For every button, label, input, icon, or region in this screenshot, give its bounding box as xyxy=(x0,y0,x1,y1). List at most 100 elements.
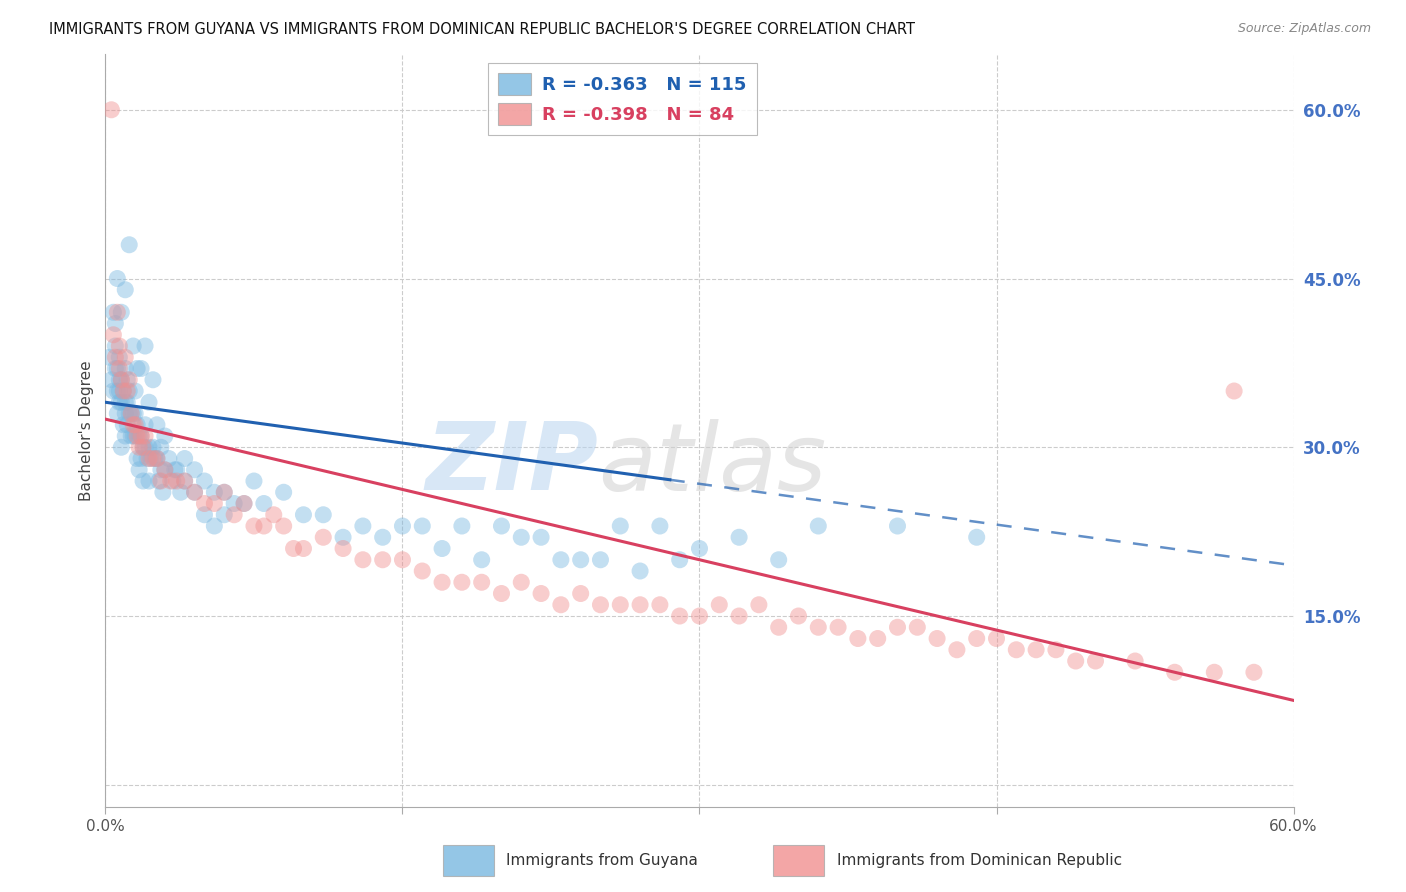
Point xyxy=(491,586,513,600)
Point xyxy=(103,327,125,342)
Point xyxy=(127,361,149,376)
Point xyxy=(668,609,690,624)
Point xyxy=(110,395,132,409)
Point xyxy=(122,429,145,443)
Point xyxy=(263,508,285,522)
Point xyxy=(173,451,195,466)
Point xyxy=(129,451,152,466)
Point xyxy=(114,407,136,421)
Point xyxy=(510,575,533,590)
Point xyxy=(628,564,651,578)
Point xyxy=(243,474,266,488)
Point xyxy=(273,519,295,533)
Point xyxy=(1204,665,1226,680)
Point xyxy=(569,586,592,600)
Point xyxy=(105,361,128,376)
Point xyxy=(138,440,160,454)
Text: Immigrants from Dominican Republic: Immigrants from Dominican Republic xyxy=(837,854,1122,868)
Point xyxy=(115,373,138,387)
Point xyxy=(163,463,186,477)
Point xyxy=(129,429,152,443)
Point xyxy=(104,361,127,376)
Point xyxy=(491,519,513,533)
Point xyxy=(132,440,155,454)
Point xyxy=(1123,654,1146,668)
Point xyxy=(105,271,128,285)
Point xyxy=(530,586,553,600)
Point xyxy=(214,485,236,500)
Point xyxy=(104,339,127,353)
Legend: R = -0.363   N = 115, R = -0.398   N = 84: R = -0.363 N = 115, R = -0.398 N = 84 xyxy=(488,62,756,136)
Point xyxy=(118,237,141,252)
Point xyxy=(166,474,188,488)
Point xyxy=(129,361,152,376)
Point xyxy=(807,620,830,634)
Point xyxy=(925,632,948,646)
Point xyxy=(104,351,127,365)
Bar xyxy=(443,846,494,876)
Text: ZIP: ZIP xyxy=(426,418,599,510)
Point xyxy=(986,632,1008,646)
Point xyxy=(430,541,453,556)
Point xyxy=(129,429,152,443)
Point xyxy=(159,474,181,488)
Point xyxy=(115,395,138,409)
Point xyxy=(728,609,751,624)
Point xyxy=(183,485,205,500)
Point xyxy=(112,417,135,432)
Point xyxy=(352,553,374,567)
Point xyxy=(149,474,172,488)
Point xyxy=(112,384,135,398)
Point xyxy=(411,519,433,533)
Point xyxy=(253,496,276,510)
Point xyxy=(148,474,170,488)
Point xyxy=(127,451,149,466)
Point xyxy=(142,440,165,454)
Point xyxy=(471,575,494,590)
Point xyxy=(110,440,132,454)
Point xyxy=(224,508,246,522)
Point xyxy=(214,508,236,522)
Point xyxy=(1045,642,1067,657)
Point xyxy=(886,519,908,533)
Point xyxy=(104,317,127,331)
Point xyxy=(118,373,141,387)
Point xyxy=(173,474,195,488)
Point xyxy=(1243,665,1265,680)
Point xyxy=(1025,642,1047,657)
Point xyxy=(105,305,128,319)
Point xyxy=(827,620,849,634)
Point xyxy=(1164,665,1187,680)
Point xyxy=(132,440,155,454)
Point xyxy=(122,417,145,432)
Point xyxy=(628,598,651,612)
Point xyxy=(1005,642,1028,657)
Point xyxy=(668,553,690,567)
Point xyxy=(530,530,553,544)
Point xyxy=(292,541,315,556)
Point xyxy=(450,575,472,590)
Point xyxy=(142,373,165,387)
Point xyxy=(134,417,156,432)
Point xyxy=(807,519,830,533)
Point xyxy=(689,541,711,556)
Point xyxy=(411,564,433,578)
Point xyxy=(202,485,225,500)
Point xyxy=(122,339,145,353)
Point xyxy=(589,553,612,567)
Bar xyxy=(773,846,824,876)
Point xyxy=(132,474,155,488)
Point xyxy=(243,519,266,533)
Point xyxy=(233,496,256,510)
Point xyxy=(134,440,156,454)
Point xyxy=(183,485,205,500)
Point xyxy=(202,519,225,533)
Point xyxy=(134,429,156,443)
Point xyxy=(153,463,176,477)
Point xyxy=(312,508,335,522)
Point xyxy=(450,519,472,533)
Point xyxy=(1084,654,1107,668)
Point xyxy=(110,373,132,387)
Point xyxy=(124,417,146,432)
Point xyxy=(105,407,128,421)
